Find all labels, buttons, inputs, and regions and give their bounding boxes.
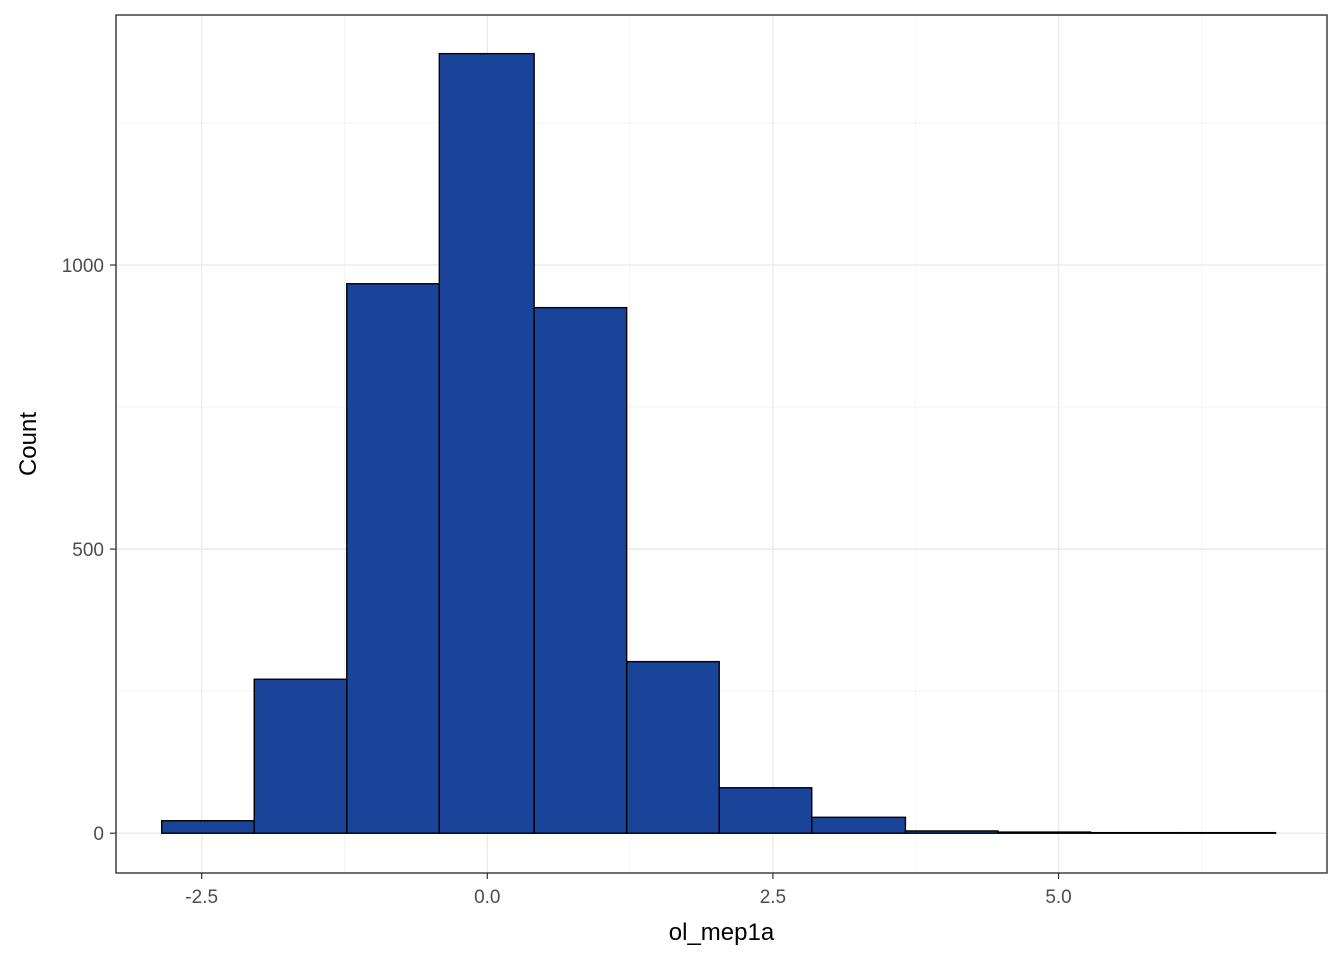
histogram-bar <box>1089 831 1184 834</box>
panel-border <box>115 14 1328 874</box>
histogram-bar <box>718 787 813 834</box>
x-tick-label: 5.0 <box>1045 887 1071 908</box>
histogram-bars <box>160 52 1277 834</box>
y-tick-label: 0 <box>93 824 104 845</box>
x-tick-label: -2.5 <box>185 887 218 908</box>
histogram-bar <box>625 660 720 834</box>
y-tick-label: 1000 <box>62 256 104 277</box>
histogram-bar <box>160 820 255 834</box>
x-tick-label: 2.5 <box>760 887 786 908</box>
histogram-bar <box>904 830 999 834</box>
x-tick-label: 0.0 <box>474 887 500 908</box>
histogram-bar <box>346 283 441 834</box>
y-axis-title: Count <box>15 412 42 476</box>
histogram-bar <box>1182 831 1277 834</box>
histogram-bar <box>533 306 628 834</box>
histogram-bar <box>997 831 1092 834</box>
histogram-bar <box>811 816 907 834</box>
histogram-bar <box>438 52 535 834</box>
x-axis-title: ol_mep1a <box>669 919 775 946</box>
axis-ticks: -2.5 0.0 2.5 5.0 0 500 1000 <box>62 256 1072 908</box>
histogram-bar <box>253 678 348 834</box>
y-tick-label: 500 <box>72 540 104 561</box>
